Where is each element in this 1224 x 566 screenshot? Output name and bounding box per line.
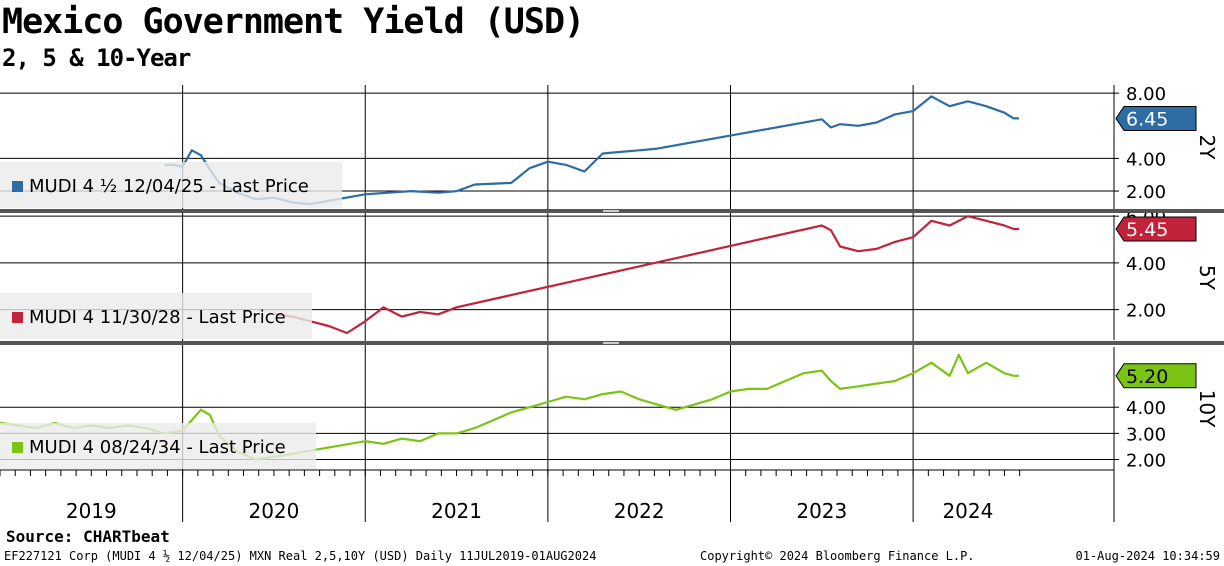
chart-title: Mexico Government Yield (USD): [2, 2, 585, 42]
panel-2Y: 2.00 4.00 8.00 MUDI 4 ½ 12/04/25 - Last Pri…: [0, 84, 1219, 209]
chart-subtitle: 2, 5 & 10-Year: [2, 44, 191, 72]
y-tick-label: 4.00: [1126, 254, 1166, 275]
y-tick-label: 2.00: [1126, 182, 1166, 203]
panel-label-5Y: 5Y: [1195, 265, 1219, 291]
y-tick-label: 4.00: [1126, 398, 1166, 419]
x-tick-label-2020: 2020: [248, 499, 299, 523]
footer-copyright: Copyright© 2024 Bloomberg Finance L.P.: [700, 549, 975, 563]
last-value-tag: [1115, 363, 1197, 389]
legend-swatch: [12, 181, 23, 192]
legend-swatch: [12, 312, 23, 323]
x-tick-label-2021: 2021: [431, 499, 482, 523]
x-tick-label-2023: 2023: [796, 499, 847, 523]
footer-timestamp: 01-Aug-2024 10:34:59: [1075, 549, 1221, 563]
legend-label: MUDI 4 08/24/34 - Last Price: [29, 437, 286, 458]
y-tick-label: 8.00: [1126, 84, 1166, 105]
last-value-label: 6.45: [1126, 108, 1168, 130]
y-tick-label: 2.00: [1126, 451, 1166, 472]
legend-label: MUDI 4 ½ 12/04/25 - Last Price: [29, 176, 309, 197]
series-line-5Y: [273, 215, 1019, 335]
y-tick-label: 3.00: [1126, 424, 1166, 445]
legend-label: MUDI 4 11/30/28 - Last Price: [29, 307, 286, 328]
x-tick-label-2022: 2022: [614, 499, 665, 523]
x-tick-label-2024: 2024: [942, 499, 993, 523]
last-value-tag: [1115, 105, 1197, 131]
legend-box: [0, 423, 316, 469]
x-tick-label-2019: 2019: [66, 499, 117, 523]
panel-separator-grip-0: [603, 210, 619, 212]
y-tick-label: 2.00: [1126, 301, 1166, 322]
y-tick-label: 4.00: [1126, 149, 1166, 170]
footer-security: EF227121 Corp (MUDI 4 ½ 12/04/25) MXN Re…: [4, 549, 597, 563]
legend-box: [0, 293, 312, 339]
panel-10Y: 2.00 3.00 4.00 MUDI 4 08/24/34 - Last Price…: [0, 347, 1219, 472]
last-value-label: 5.45: [1126, 219, 1168, 241]
panel-label-10Y: 10Y: [1195, 390, 1219, 428]
legend-swatch: [12, 442, 23, 453]
panel-label-2Y: 2Y: [1195, 135, 1219, 161]
last-value-label: 5.20: [1126, 366, 1168, 388]
last-value-tag: [1115, 216, 1197, 242]
legend-box: [0, 162, 342, 208]
panel-separator-grip-1: [603, 342, 619, 344]
source-note: Source: CHARTbeat: [6, 527, 170, 546]
